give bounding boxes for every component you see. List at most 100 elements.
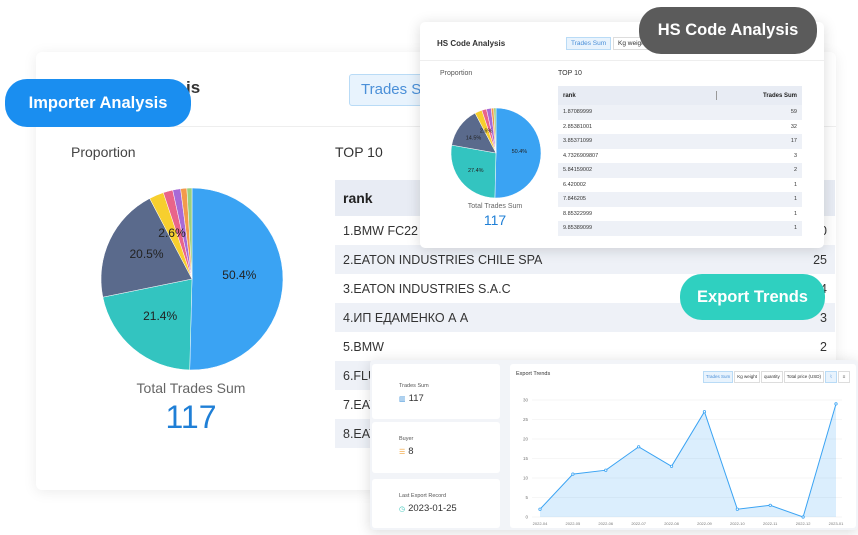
table-header: rank Trades Sum — [558, 86, 802, 105]
stat-label: Last Export Record — [399, 493, 447, 499]
y-tick-label: 15 — [523, 456, 529, 461]
menu-icon[interactable]: ≡ — [838, 371, 850, 383]
data-point — [538, 507, 542, 511]
row-code: 2.85381001 — [563, 123, 593, 130]
export-trends-line-chart: 0 5 10 15 20 25 30 2022-04 2022-05 2022-06 2022-07… — [523, 398, 844, 527]
top10-label: TOP 10 — [558, 70, 582, 77]
row-value: 2 — [820, 339, 827, 354]
table-row: 3.85371099 17 — [558, 134, 802, 149]
table-row: 2.EATON INDUSTRIES CHILE SPA 25 — [335, 245, 835, 274]
chart-tabs: Trades Sum Kg weight quantity Total pric… — [702, 371, 850, 383]
pie-slice-label: 20.5% — [129, 247, 163, 261]
row-value: 1 — [793, 196, 797, 203]
x-tick-label: 2022-08 — [664, 521, 679, 526]
stat-card-buyer: Buyer ☰ 8 — [372, 422, 500, 473]
x-tick-label: 2022-06 — [598, 521, 613, 526]
header-trades-sum[interactable]: Trades Sum — [762, 92, 797, 99]
pie-slice — [102, 278, 193, 370]
row-value: 1 — [793, 225, 797, 232]
y-tick-label: 5 — [525, 495, 528, 500]
row-name: 1.BMW FC22 — [343, 223, 419, 238]
data-point — [834, 402, 838, 406]
row-name: 4.ИП ЕДАМЕНКО А А — [343, 310, 469, 325]
hs-code-analysis-panel: HS Code Analysis Trades Sum Kg weigh Pro… — [420, 22, 824, 248]
header-rank: rank — [343, 190, 373, 206]
row-value: 25 — [813, 252, 827, 267]
y-tick-label: 10 — [523, 476, 529, 481]
pie-slice-label: 2.6% — [480, 128, 493, 134]
row-name: 2.EATON INDUSTRIES CHILE SPA — [343, 252, 543, 267]
stat-date: 2023-01-25 — [408, 503, 457, 514]
table-row: 5.84159002 2 — [558, 163, 802, 178]
pie-slice — [451, 144, 497, 198]
chart-title: Export Trends — [516, 371, 551, 377]
importer-pie-chart: 50.4% 21.4% 20.5% 2.6% — [101, 188, 283, 370]
data-point — [702, 410, 707, 414]
row-name: 7.EAT — [343, 397, 377, 412]
stat-value: ◷ 2023-01-25 — [399, 503, 457, 514]
x-tick-label: 2022-11 — [763, 521, 778, 526]
table-row: 7.EAT — [335, 390, 835, 419]
tab-quantity[interactable]: quantity — [760, 371, 783, 383]
table-row: 6.420002 1 — [558, 178, 802, 193]
row-name: 6.FLU — [343, 368, 378, 383]
pie-slice — [493, 108, 497, 154]
data-point — [637, 445, 641, 449]
clock-icon: ◷ — [399, 505, 406, 513]
stat-card-last-export: Last Export Record ◷ 2023-01-25 — [372, 479, 500, 528]
table-row: 2.85381001 32 — [558, 120, 802, 135]
hs-panel-title: HS Code Analysis — [437, 39, 506, 48]
row-code: 7.846205 — [563, 196, 586, 203]
tab-trades-sum[interactable]: Trades Su — [349, 74, 442, 106]
tab-trades-sum[interactable]: Trades Sum — [702, 371, 734, 383]
row-value: 2 — [793, 167, 797, 174]
export-trends-chart-box: Export Trends Trades Sum Kg weight quant… — [510, 364, 856, 528]
tab-trades-sum[interactable]: Trades Sum — [566, 37, 612, 50]
row-code: 4.7326909807 — [563, 152, 599, 159]
x-tick-label: 2022-04 — [533, 521, 548, 526]
table-row: 9.85389099 1 — [558, 221, 802, 236]
line-chart-icon[interactable]: ⌇ — [825, 371, 837, 383]
stat-card-trades-sum: Trades Sum ▥ 117 — [372, 364, 500, 419]
proportion-label: Proportion — [71, 144, 136, 160]
data-point — [735, 507, 739, 511]
row-value: 1 — [793, 181, 797, 188]
row-code: 1.87089999 — [563, 109, 593, 116]
divider — [420, 60, 824, 61]
stat-number: 8 — [408, 446, 414, 457]
export-trends-badge: Export Trends — [680, 274, 825, 320]
series-line — [539, 403, 837, 518]
table-row: 7.846205 1 — [558, 192, 802, 207]
pie-slice — [494, 108, 541, 198]
list-icon: ☰ — [399, 448, 406, 456]
row-code: 6.420002 — [563, 181, 586, 188]
x-tick-label: 2022-07 — [631, 521, 646, 526]
row-name: 3.EATON INDUSTRIES S.A.C — [343, 281, 511, 296]
x-tick-label: 2023-01 — [829, 521, 844, 526]
row-value: 17 — [790, 138, 797, 145]
column-separator — [716, 91, 717, 100]
pie-slice-label: 50.4% — [512, 149, 528, 155]
row-code: 8.85322999 — [563, 210, 593, 217]
table-row: 4.7326909807 3 — [558, 149, 802, 164]
tab-kg-weight[interactable]: Kg weight — [734, 371, 760, 383]
data-point — [801, 515, 805, 519]
stat-value: ☰ 8 — [399, 446, 414, 457]
x-tick-label: 2022-10 — [730, 521, 745, 526]
pie-slice-label: 14.5% — [466, 136, 482, 142]
stat-number: 117 — [408, 393, 424, 404]
importer-analysis-badge: Importer Analysis — [5, 79, 191, 127]
header-rank: rank — [563, 92, 576, 99]
pie-slice — [101, 198, 193, 298]
row-value: 3 — [793, 152, 797, 159]
tab-total-price[interactable]: Total price (USD) — [783, 371, 824, 383]
row-value: 59 — [790, 109, 797, 116]
hs-top10-table: rank Trades Sum 1.87089999 59 2.85381001 32… — [558, 86, 802, 236]
data-point — [571, 472, 575, 476]
pie-slice-label: 27.4% — [468, 168, 484, 174]
total-trades-value: 117 — [483, 212, 507, 228]
stat-label: Trades Sum — [399, 383, 429, 389]
pie-slice-label: 21.4% — [143, 309, 177, 323]
hs-code-analysis-badge: HS Code Analysis — [639, 7, 817, 54]
